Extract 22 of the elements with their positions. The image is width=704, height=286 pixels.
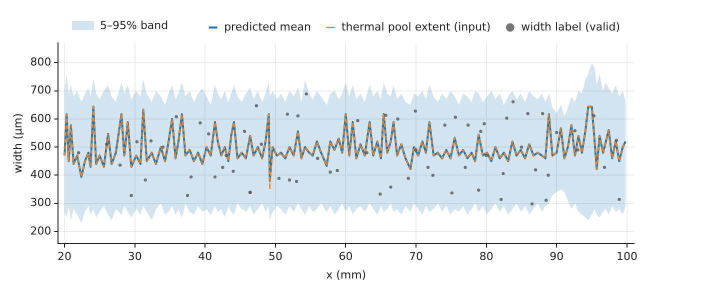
y-tick-label: 500 bbox=[30, 140, 52, 153]
y-tick-label: 800 bbox=[30, 56, 52, 69]
x-axis-title: x (mm) bbox=[326, 268, 366, 282]
x-tick-label: 20 bbox=[58, 250, 72, 264]
x-tick-label: 100 bbox=[616, 250, 638, 264]
x-tick-label: 30 bbox=[128, 250, 142, 264]
text: 5–95% band bbox=[100, 19, 168, 32]
y-tick-label: 600 bbox=[30, 112, 52, 125]
y-tick-label: 300 bbox=[30, 196, 52, 210]
x-tick-label: 80 bbox=[479, 250, 494, 264]
y-axis-title: width (µm) bbox=[11, 113, 24, 174]
x-tick-label: 50 bbox=[268, 250, 282, 264]
y-tick-label: 200 bbox=[30, 224, 52, 238]
x-tick-label: 90 bbox=[550, 250, 564, 264]
y-tick-label: 700 bbox=[30, 84, 52, 97]
x-tick-label: 40 bbox=[198, 250, 212, 264]
y-tick-label: 400 bbox=[30, 168, 52, 182]
x-tick-label: 60 bbox=[338, 250, 353, 264]
x-tick-label: 70 bbox=[409, 250, 424, 264]
legend-label: predicted mean bbox=[224, 20, 311, 34]
legend-label: width label (valid) bbox=[521, 20, 620, 34]
legend-label: thermal pool extent (input) bbox=[341, 20, 491, 34]
